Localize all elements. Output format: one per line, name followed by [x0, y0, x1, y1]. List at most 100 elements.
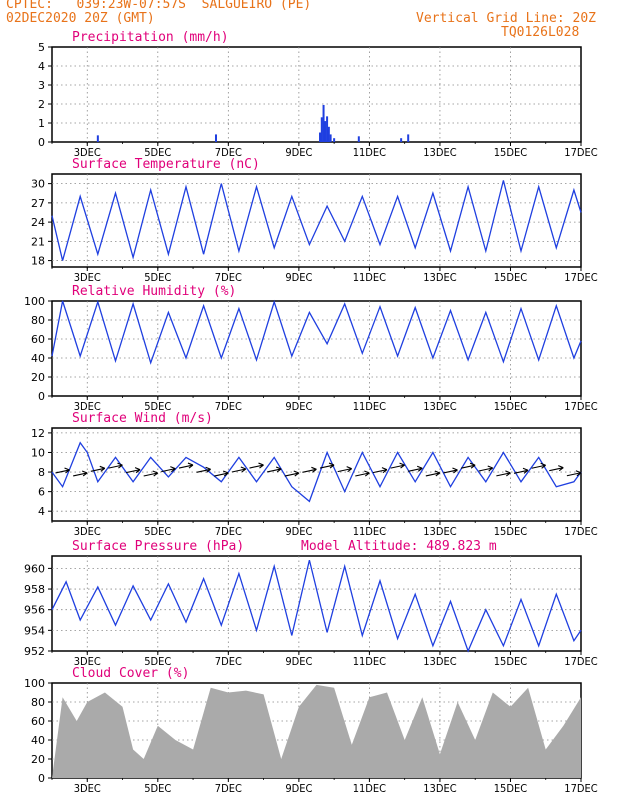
wind-arrow [566, 472, 582, 477]
y-tick-label: 952 [24, 645, 45, 658]
x-tick-label: 17DEC [564, 271, 597, 284]
x-tick-label: 3DEC [74, 271, 101, 284]
precip-bar [333, 138, 336, 142]
x-tick-label: 5DEC [144, 400, 171, 413]
panel-title-5: Cloud Cover (%) [72, 666, 189, 681]
wind-arrow-head [64, 467, 70, 474]
y-tick-label: 60 [31, 333, 45, 346]
wind-arrow [143, 472, 158, 477]
x-tick-label: 17DEC [564, 782, 597, 795]
panel-frame-1 [51, 173, 582, 268]
series-line-4 [51, 559, 582, 653]
x-tick-label: 11DEC [353, 146, 386, 159]
panel-frame-0 [51, 46, 582, 143]
x-tick-label: 15DEC [494, 782, 527, 795]
x-tick-label: 9DEC [285, 146, 312, 159]
wind-arrow-head [275, 466, 282, 473]
y-tick-label: 12 [31, 427, 45, 440]
wind-arrow [178, 464, 194, 469]
wind-arrow-head [328, 462, 335, 469]
wind-arrow [355, 472, 370, 477]
cloud-area [52, 684, 581, 778]
x-tick-label: 9DEC [285, 400, 312, 413]
wind-arrow [337, 468, 352, 473]
y-tick-label: 4 [38, 505, 45, 518]
panel-frame-2 [51, 300, 582, 397]
wind-arrow [372, 469, 388, 474]
wind-arrow-head [223, 470, 229, 477]
wind-arrow-head [469, 462, 476, 469]
wind-arrow-head [487, 465, 494, 472]
wind-arrow-head [505, 470, 511, 477]
wind-arrow [284, 472, 299, 477]
wind-arrow [443, 469, 458, 474]
x-tick-label: 5DEC [144, 655, 171, 668]
panel-title-2: Relative Humidity (%) [72, 284, 236, 299]
wind-arrow [73, 472, 88, 477]
y-tick-label: 27 [31, 197, 45, 210]
x-tick-label: 11DEC [353, 525, 386, 538]
x-tick-label: 3DEC [74, 655, 101, 668]
x-tick-label: 7DEC [215, 782, 242, 795]
wind-arrow [90, 467, 105, 472]
wind-arrow-head [152, 470, 159, 477]
x-tick-label: 15DEC [494, 655, 527, 668]
x-tick-label: 7DEC [215, 146, 242, 159]
y-tick-label: 100 [24, 295, 45, 308]
wind-arrow-head [240, 466, 247, 473]
x-tick-label: 9DEC [285, 525, 312, 538]
wind-arrow-head [540, 462, 546, 469]
precip-bar [319, 132, 322, 142]
wind-arrow-head [346, 466, 352, 473]
x-tick-label: 9DEC [285, 782, 312, 795]
y-tick-label: 2 [38, 98, 45, 111]
y-tick-label: 0 [38, 390, 45, 403]
y-tick-label: 8 [38, 466, 45, 479]
precip-bar [407, 134, 410, 142]
wind-arrow-head [575, 470, 582, 477]
y-tick-label: 40 [31, 352, 45, 365]
wind-arrow-head [81, 470, 88, 477]
x-tick-label: 3DEC [74, 782, 101, 795]
wind-arrow [302, 468, 317, 473]
panel-title-4: Surface Pressure (hPa) [72, 539, 244, 554]
y-tick-label: 3 [38, 79, 45, 92]
y-tick-label: 80 [31, 696, 45, 709]
model-altitude: Model Altitude: 489.823 m [301, 539, 497, 554]
x-tick-label: 7DEC [215, 271, 242, 284]
precip-bar [320, 117, 323, 142]
header-station: CPTEC: 039:23W-07:57S SALGUEIRO (PE) [6, 0, 312, 12]
wind-arrow-head [311, 466, 317, 473]
x-tick-label: 7DEC [215, 655, 242, 668]
y-tick-label: 5 [38, 41, 45, 54]
x-tick-label: 7DEC [215, 400, 242, 413]
wind-arrow-head [364, 470, 370, 477]
x-tick-label: 15DEC [494, 271, 527, 284]
wind-arrow-head [399, 462, 405, 469]
x-tick-label: 17DEC [564, 400, 597, 413]
y-tick-label: 0 [38, 772, 45, 785]
wind-arrow-head [258, 462, 264, 469]
x-tick-label: 17DEC [564, 146, 597, 159]
x-tick-label: 11DEC [353, 400, 386, 413]
header-datetime: 02DEC2020 20Z (GMT) [6, 11, 155, 26]
panel-title-1: Surface Temperature (nC) [72, 157, 260, 172]
precip-bar [214, 134, 217, 142]
y-tick-label: 6 [38, 486, 45, 499]
y-tick-label: 24 [31, 216, 45, 229]
panel-frame-3 [51, 427, 582, 522]
y-tick-label: 21 [31, 235, 45, 248]
precip-bar [322, 104, 325, 142]
wind-arrow-head [117, 462, 123, 469]
x-tick-label: 13DEC [423, 525, 456, 538]
y-tick-label: 18 [31, 255, 45, 268]
precip-bar [326, 116, 329, 142]
wind-arrow [231, 468, 246, 473]
x-tick-label: 7DEC [215, 525, 242, 538]
wind-arrow [549, 467, 564, 472]
x-tick-label: 13DEC [423, 782, 456, 795]
wind-arrow-head [187, 462, 194, 469]
wind-arrow [249, 464, 264, 469]
y-tick-label: 1 [38, 117, 45, 130]
